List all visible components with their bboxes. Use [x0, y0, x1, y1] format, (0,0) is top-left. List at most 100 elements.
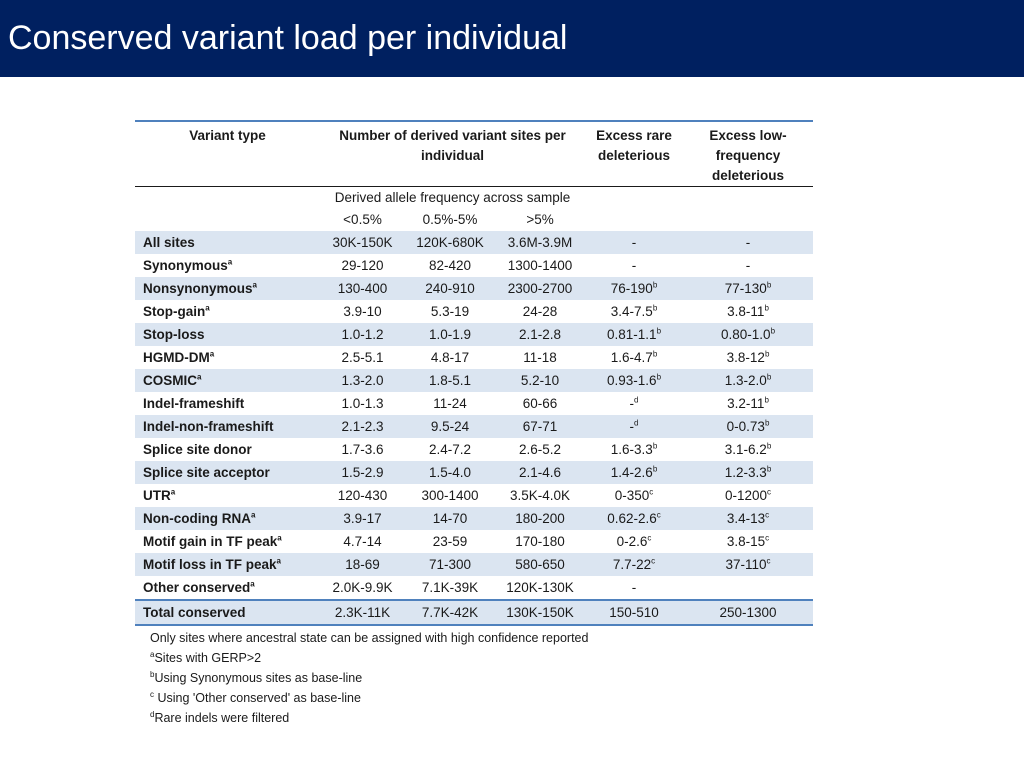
excess-rare-cell: -d — [585, 392, 683, 415]
footnote-mark: c — [649, 487, 654, 497]
footnote-mark: b — [766, 372, 772, 382]
excess-low-cell: 3.8-15c — [683, 530, 813, 553]
variant-type-cell: Stop-gaina — [135, 300, 320, 323]
footnote-b: bUsing Synonymous sites as base-line — [150, 668, 588, 688]
freq-high-cell: 130K-150K — [495, 599, 586, 626]
footnote-mark: c — [767, 487, 772, 497]
excess-low-cell: 3.8-11b — [683, 300, 813, 323]
excess-rare-cell: 150-510 — [585, 599, 684, 626]
freq-low-cell: 18-69 — [320, 553, 405, 576]
excess-low-cell-text: - — [745, 258, 751, 273]
freq-low-cell: 29-120 — [320, 254, 405, 277]
excess-low-cell: 3.1-6.2b — [683, 438, 813, 461]
daf-label-row: Derived allele frequency across sample — [135, 187, 813, 210]
excess-low-cell-text: 3.8-15 — [726, 534, 766, 549]
excess-low-cell-text: 3.1-6.2 — [724, 442, 767, 457]
variant-type-cell-text: All sites — [143, 235, 195, 250]
table-row: Nonsynonymousa 130-400 240-910 2300-2700 76-… — [135, 277, 814, 300]
excess-rare-cell-text: - — [629, 396, 635, 411]
bin-label: >5% — [526, 212, 554, 227]
freq-mid-cell-text: 7.1K-39K — [421, 580, 479, 595]
footnote-mark: b — [764, 418, 770, 428]
freq-high-cell: 3.5K-4.0K — [495, 484, 585, 507]
freq-high-cell-text: 3.6M-3.9M — [507, 235, 573, 250]
footnote-mark: b — [764, 349, 770, 359]
bin-label: <0.5% — [343, 212, 382, 227]
excess-rare-cell-text: 7.7-22 — [612, 557, 652, 572]
variant-type-cell: COSMICa — [135, 369, 320, 392]
footnote-mark: d — [634, 418, 639, 428]
footnote-mark: b — [766, 441, 772, 451]
freq-low-cell-text: 29-120 — [341, 258, 384, 273]
variant-type-cell: Nonsynonymousa — [135, 277, 320, 300]
freq-mid-cell-text: 71-300 — [428, 557, 472, 572]
freq-mid-cell: 7.1K-39K — [405, 576, 495, 600]
table-row: Indel-frameshift 1.0-1.3 11-24 60-66 -d 3.2-1… — [135, 392, 813, 415]
excess-rare-cell-text: 76-190 — [610, 281, 653, 296]
footnote-mark: a — [205, 303, 210, 313]
excess-low-cell-text: 3.8-11 — [727, 304, 765, 319]
footnote-mark: a — [209, 349, 215, 359]
variant-type-cell-text: Motif gain in TF peak — [143, 534, 278, 549]
freq-low-cell: 130-400 — [320, 277, 405, 300]
variant-type-cell-text: UTR — [143, 488, 171, 503]
freq-high-cell-text: 120K-130K — [506, 580, 574, 595]
freq-low-cell-text: 1.0-1.3 — [341, 396, 384, 411]
footnote-mark: a — [250, 510, 256, 520]
excess-rare-cell: - — [585, 231, 684, 254]
excess-rare-cell-text: 0.62-2.6 — [607, 511, 657, 526]
freq-high-cell: 5.2-10 — [495, 369, 586, 392]
freq-low-cell: 2.3K-11K — [320, 599, 405, 626]
excess-low-cell-text: 1.3-2.0 — [724, 373, 767, 388]
footnote-mark: c — [647, 533, 652, 543]
variant-type-cell: Total conserved — [135, 599, 320, 626]
footnote-mark: c — [656, 510, 661, 520]
freq-low-cell: 1.7-3.6 — [320, 438, 405, 461]
freq-mid-cell: 1.8-5.1 — [405, 369, 495, 392]
variant-type-cell-text: Indel-frameshift — [143, 396, 245, 411]
freq-mid-cell: 9.5-24 — [405, 415, 495, 438]
freq-low-cell-text: 2.5-5.1 — [341, 350, 384, 365]
excess-rare-cell-text: - — [631, 235, 637, 250]
excess-rare-cell-text: - — [629, 419, 635, 434]
freq-mid-cell: 11-24 — [405, 392, 495, 415]
freq-low-cell-text: 18-69 — [345, 557, 380, 572]
variant-type-cell-text: Nonsynonymous — [143, 281, 253, 296]
variant-type-cell: Motif loss in TF peaka — [135, 553, 320, 576]
freq-low-cell-text: 3.9-10 — [343, 304, 382, 319]
footnote-mark: a — [150, 649, 155, 659]
variant-type-cell: Synonymousa — [135, 254, 320, 277]
header-row: Variant type Number of derived variant s… — [135, 120, 814, 187]
freq-mid-cell-text: 14-70 — [432, 511, 468, 526]
excess-low-cell: 1.3-2.0b — [683, 369, 814, 392]
freq-low-cell: 4.7-14 — [320, 530, 405, 553]
variant-type-cell-text: Splice site donor — [143, 442, 252, 457]
freq-mid-cell-text: 23-59 — [432, 534, 468, 549]
footnote-c: c Using 'Other conserved' as base-line — [150, 688, 588, 708]
excess-low-cell-text: - — [745, 235, 751, 250]
freq-high-cell: 2.6-5.2 — [495, 438, 585, 461]
excess-low-cell: 3.2-11b — [683, 392, 813, 415]
freq-low-cell: 3.9-17 — [320, 507, 405, 530]
table-row: Total conserved 2.3K-11K 7.7K-42K 130K-150K… — [135, 599, 814, 626]
freq-low-cell-text: 1.7-3.6 — [341, 442, 384, 457]
footnote-mark: a — [277, 533, 282, 543]
freq-high-cell: 2.1-2.8 — [495, 323, 586, 346]
freq-low-cell: 30K-150K — [320, 231, 405, 254]
excess-low-cell: 3.4-13c — [683, 507, 814, 530]
freq-low-cell-text: 2.0K-9.9K — [332, 580, 393, 595]
freq-mid-cell-text: 1.5-4.0 — [428, 465, 472, 480]
freq-low-cell: 120-430 — [320, 484, 405, 507]
header-excess-rare: Excess rare deleterious — [585, 120, 684, 187]
variant-type-cell-text: Other conserved — [143, 580, 251, 595]
freq-low-cell: 2.5-5.1 — [320, 346, 405, 369]
table-row: Non-coding RNAa 3.9-17 14-70 180-200 0.62-2.… — [135, 507, 814, 530]
footnote-mark: a — [227, 257, 233, 267]
freq-low-cell-text: 4.7-14 — [343, 534, 382, 549]
excess-low-cell-text: 37-110 — [725, 557, 767, 572]
excess-low-cell: 250-1300 — [683, 599, 814, 626]
footnote-mark: a — [252, 280, 257, 290]
excess-rare-cell: 0-2.6c — [585, 530, 683, 553]
table-row: All sites 30K-150K 120K-680K 3.6M-3.9M - - — [135, 231, 814, 254]
freq-low-cell-text: 30K-150K — [332, 235, 393, 250]
